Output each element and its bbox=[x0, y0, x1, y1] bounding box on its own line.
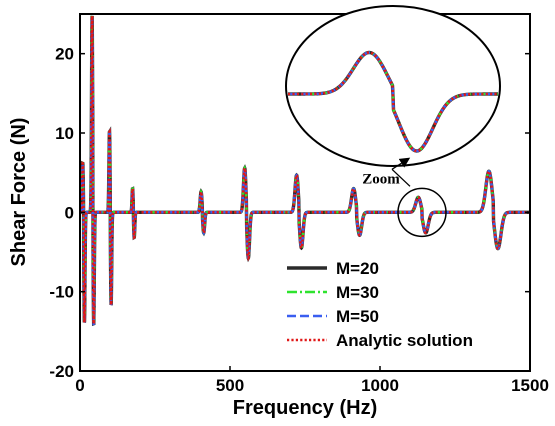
legend-label-3: Analytic solution bbox=[336, 331, 473, 350]
legend-label-1: M=30 bbox=[336, 283, 379, 302]
zoom-arrow bbox=[391, 168, 411, 187]
plot-frame bbox=[79, 13, 531, 372]
zoom-label: Zoom bbox=[362, 171, 400, 187]
x-tick-label: 0 bbox=[75, 376, 84, 395]
x-axis-title: Frequency (Hz) bbox=[233, 397, 377, 419]
y-tick-label: -10 bbox=[49, 283, 74, 302]
series-layer bbox=[80, 15, 530, 327]
legend-label-0: M=20 bbox=[336, 259, 379, 278]
y-tick-label: 20 bbox=[55, 45, 74, 64]
y-axis-title: Shear Force (N) bbox=[8, 118, 30, 267]
zoom-series-line-3 bbox=[288, 51, 498, 153]
tick-layer: 0 500 1000 1500 -20 -10 0 10 20 bbox=[49, 45, 548, 395]
y-tick-label: 0 bbox=[65, 203, 74, 222]
zoom-arrow-head bbox=[391, 157, 411, 170]
y-tick-label: -20 bbox=[49, 362, 74, 381]
legend-label-2: M=50 bbox=[336, 307, 379, 326]
x-tick-label: 500 bbox=[216, 376, 244, 395]
x-tick-label: 1500 bbox=[511, 376, 549, 395]
zoom-target-circle bbox=[397, 187, 447, 238]
y-tick-label: 10 bbox=[55, 124, 74, 143]
zoom-series bbox=[288, 50, 498, 153]
zoom-inset: Zoom bbox=[285, 5, 501, 238]
legend: M=20 M=30 M=50 Analytic solution bbox=[287, 259, 473, 350]
x-tick-label: 1000 bbox=[361, 376, 399, 395]
series-line-3 bbox=[80, 15, 530, 326]
